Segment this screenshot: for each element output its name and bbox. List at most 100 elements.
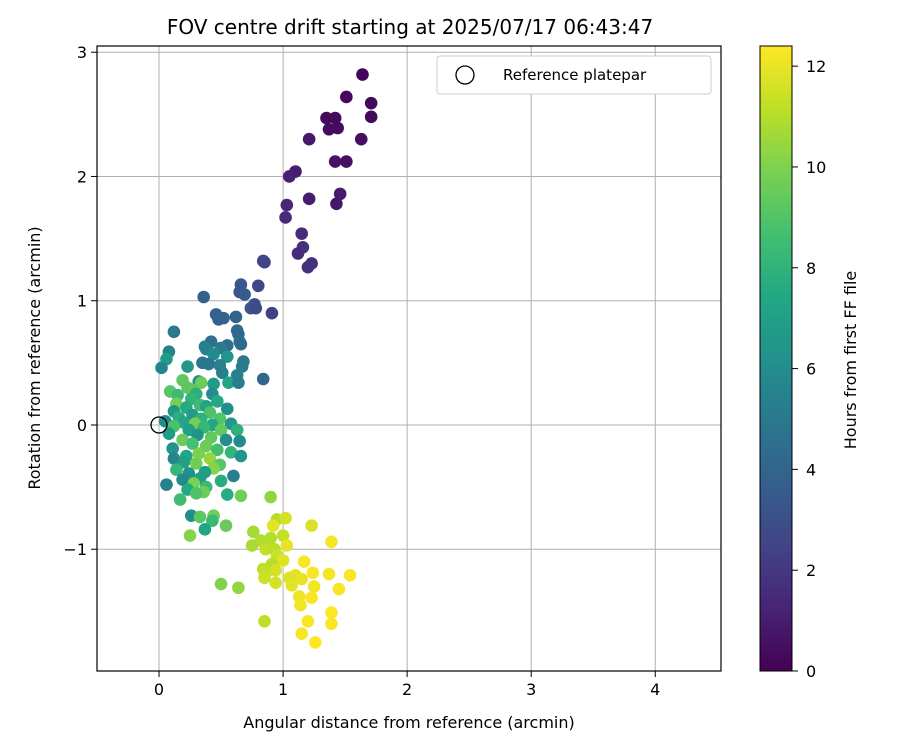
data-point — [222, 376, 235, 390]
data-point — [340, 90, 353, 104]
data-point — [280, 198, 294, 212]
x-tick-label: 0 — [154, 680, 164, 699]
data-point — [162, 427, 176, 440]
data-point — [301, 614, 315, 628]
data-point — [227, 469, 240, 483]
data-point — [192, 447, 206, 460]
data-point — [247, 525, 260, 539]
data-point — [238, 288, 251, 301]
data-point — [330, 197, 343, 211]
data-point — [328, 111, 342, 125]
data-point — [279, 211, 292, 224]
data-point — [295, 227, 308, 240]
data-point — [285, 578, 299, 592]
data-point — [176, 473, 189, 486]
data-point — [229, 310, 243, 324]
y-axis-label: Rotation from reference (arcmin) — [25, 226, 44, 489]
x-ticks: 0 1 2 3 4 — [154, 671, 660, 699]
data-point — [234, 449, 248, 463]
data-point — [170, 463, 183, 477]
data-point — [220, 402, 234, 416]
reference-marker — [150, 416, 168, 434]
data-point — [301, 260, 315, 274]
data-point — [306, 566, 320, 580]
data-point — [193, 510, 207, 524]
x-tick-label: 4 — [650, 680, 660, 699]
data-point — [197, 290, 210, 304]
data-point — [322, 567, 336, 581]
data-point — [340, 155, 353, 168]
data-point — [356, 68, 369, 81]
data-point — [343, 569, 357, 582]
data-point — [219, 519, 233, 532]
x-tick-label: 1 — [278, 680, 288, 699]
y-tick-label: −1 — [63, 540, 87, 559]
plot-background — [97, 46, 721, 671]
data-point — [364, 96, 378, 110]
data-point — [203, 406, 217, 419]
data-point — [211, 443, 224, 457]
data-point — [256, 372, 270, 386]
data-point — [276, 529, 290, 542]
data-point — [207, 377, 220, 391]
colorbar-tick-label: 8 — [806, 259, 816, 278]
data-point — [258, 571, 271, 585]
data-point — [297, 555, 311, 568]
plot-area: 0 1 2 3 4 −1 0 1 2 3 — [63, 43, 722, 699]
data-point — [259, 542, 273, 556]
data-point — [354, 132, 368, 146]
data-point — [206, 514, 219, 527]
data-point — [302, 132, 316, 146]
data-point — [302, 192, 316, 206]
data-point — [189, 457, 203, 470]
data-point — [328, 155, 342, 168]
colorbar-tick-label: 4 — [806, 460, 816, 479]
data-point — [251, 279, 265, 293]
data-point — [264, 490, 277, 504]
chart-title: FOV centre drift starting at 2025/07/17 … — [167, 15, 653, 39]
colorbar-gradient — [759, 45, 793, 672]
data-point — [325, 535, 338, 549]
data-point — [333, 187, 347, 201]
data-point — [325, 617, 338, 631]
data-point — [212, 313, 225, 326]
data-point — [220, 488, 234, 501]
data-point — [295, 627, 308, 641]
data-point — [220, 350, 234, 363]
data-point — [160, 478, 173, 491]
data-point — [167, 452, 181, 465]
colorbar-tick-label: 10 — [806, 158, 826, 177]
data-point — [232, 376, 245, 390]
data-point — [320, 111, 333, 125]
data-point — [207, 347, 220, 361]
data-point — [276, 554, 290, 567]
legend-box — [436, 55, 712, 95]
data-point — [181, 360, 194, 373]
data-point — [186, 437, 199, 450]
data-point — [230, 423, 244, 437]
legend-label: Reference platepar — [503, 66, 647, 84]
legend: Reference platepar — [436, 55, 712, 95]
colorbar-label: Hours from first FF file — [841, 271, 860, 450]
data-point — [305, 519, 318, 532]
x-tick-label: 3 — [526, 680, 536, 699]
data-point — [234, 337, 248, 351]
data-point — [233, 434, 246, 448]
colorbar-ticks: 0 2 4 6 8 10 12 — [792, 57, 826, 681]
x-axis-label: Angular distance from reference (arcmin) — [243, 713, 574, 732]
data-point — [219, 433, 233, 447]
data-point — [234, 489, 248, 503]
data-point — [256, 254, 270, 268]
data-point — [224, 446, 238, 459]
y-ticks: −1 0 1 2 3 — [63, 43, 97, 559]
data-point — [215, 366, 229, 380]
colorbar-tick-label: 0 — [806, 662, 816, 681]
data-point — [279, 511, 292, 525]
data-point — [245, 539, 259, 552]
data-point — [332, 582, 346, 596]
data-point — [325, 606, 338, 619]
data-point — [264, 531, 277, 545]
data-point — [295, 572, 308, 586]
data-point — [266, 519, 280, 532]
y-tick-label: 0 — [77, 416, 87, 435]
